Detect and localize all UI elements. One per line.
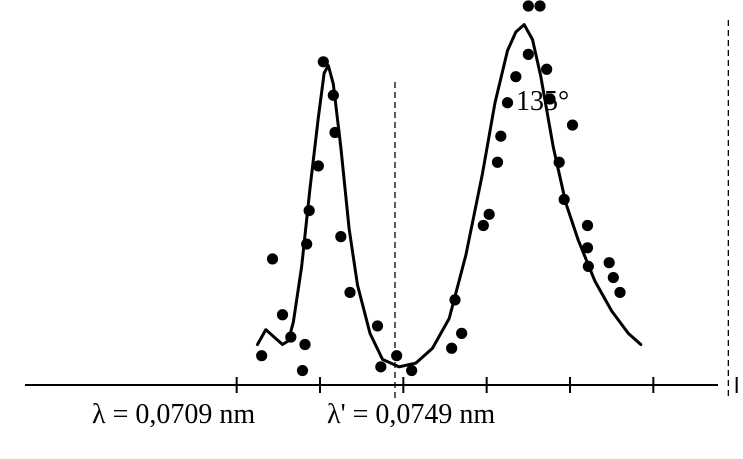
data-point xyxy=(276,309,289,321)
angle-label: 135° xyxy=(516,86,569,117)
data-point xyxy=(483,208,495,220)
data-point xyxy=(495,130,507,142)
data-point xyxy=(266,253,279,265)
fit-curve xyxy=(256,23,643,369)
data-point xyxy=(501,97,514,109)
data-point xyxy=(581,219,594,232)
x-axis xyxy=(25,377,738,393)
data-point xyxy=(582,260,594,272)
data-point xyxy=(317,56,329,68)
data-point xyxy=(534,0,546,12)
data-point xyxy=(446,342,458,354)
data-point xyxy=(603,257,615,269)
data-points-layer xyxy=(256,0,626,377)
data-point xyxy=(522,48,534,60)
data-point xyxy=(335,231,347,243)
data-point xyxy=(456,327,468,339)
fit-curve-layer xyxy=(256,23,643,369)
data-point xyxy=(522,0,534,12)
data-point xyxy=(558,193,570,206)
peak-label-lambda: λ = 0,0709 nm xyxy=(92,399,255,430)
peak-markers-layer xyxy=(394,20,729,398)
data-point xyxy=(391,350,403,362)
data-point xyxy=(296,364,309,377)
data-point xyxy=(491,156,504,168)
data-point xyxy=(371,320,384,332)
data-point xyxy=(510,71,522,83)
data-point xyxy=(303,205,315,217)
data-point xyxy=(544,93,556,105)
data-point xyxy=(375,361,387,373)
data-point xyxy=(406,364,418,377)
data-point xyxy=(581,242,594,254)
data-point xyxy=(607,271,619,284)
data-point xyxy=(327,89,339,101)
data-point xyxy=(566,119,579,131)
data-point xyxy=(614,286,626,299)
data-point xyxy=(285,331,297,343)
data-point xyxy=(541,63,553,75)
data-point xyxy=(329,126,341,139)
data-point xyxy=(477,219,489,232)
data-point xyxy=(299,338,311,351)
data-point xyxy=(256,350,268,362)
data-point xyxy=(344,286,356,299)
data-point xyxy=(301,238,313,250)
peak-label-lambda-prime: λ' = 0,0749 nm xyxy=(327,399,495,430)
data-point xyxy=(553,156,565,168)
data-point xyxy=(312,160,324,172)
data-point xyxy=(449,294,461,306)
